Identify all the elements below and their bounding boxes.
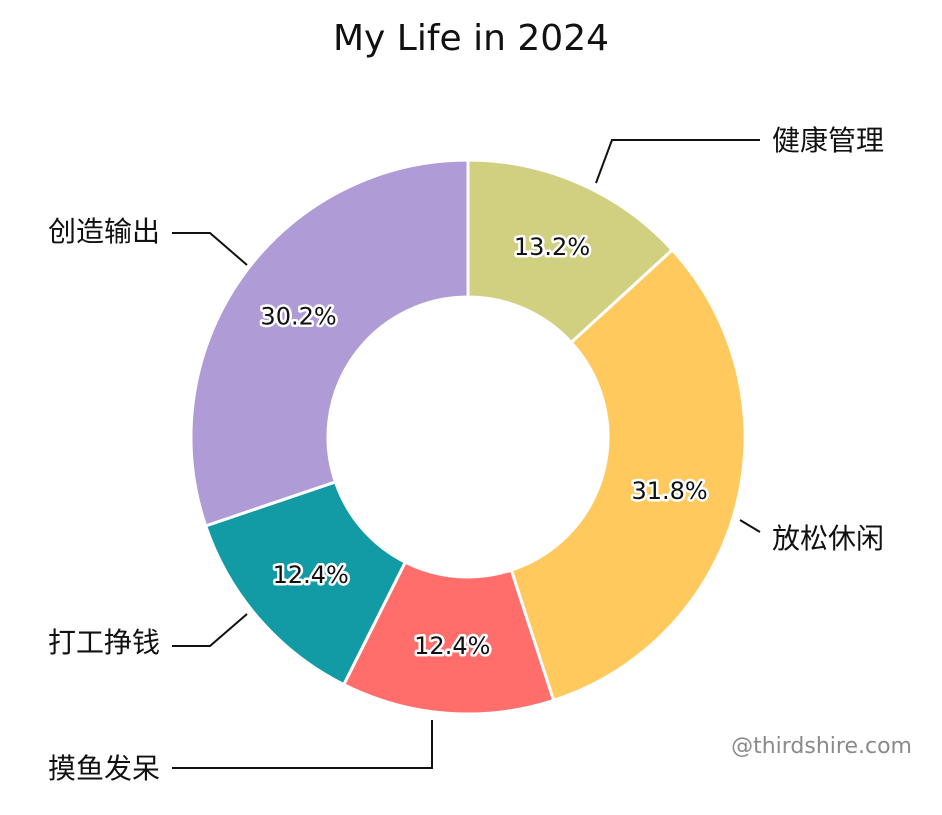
slice-value-label: 30.2% [260, 303, 336, 331]
leader-line [172, 613, 248, 647]
leader-line [172, 232, 248, 266]
slice-value-label: 31.8% [631, 477, 707, 505]
slice-value-label: 12.4% [414, 632, 490, 660]
category-label: 放松休闲 [772, 522, 884, 555]
slice-5 [189, 158, 470, 528]
category-label: 摸鱼发呆 [48, 752, 160, 785]
chart-title: My Life in 2024 [332, 18, 609, 59]
watermark: @thirdshire.com [731, 734, 912, 759]
leader-line [739, 519, 761, 533]
leader-line [172, 720, 433, 769]
slice-value-label: 13.2% [514, 233, 590, 261]
category-label: 创造输出 [48, 215, 160, 248]
category-label: 打工挣钱 [48, 626, 160, 659]
leader-line [595, 139, 760, 184]
slice-1 [466, 158, 675, 345]
slice-value-label: 12.4% [273, 561, 349, 589]
slice-2 [509, 247, 747, 703]
category-label: 健康管理 [772, 124, 884, 157]
